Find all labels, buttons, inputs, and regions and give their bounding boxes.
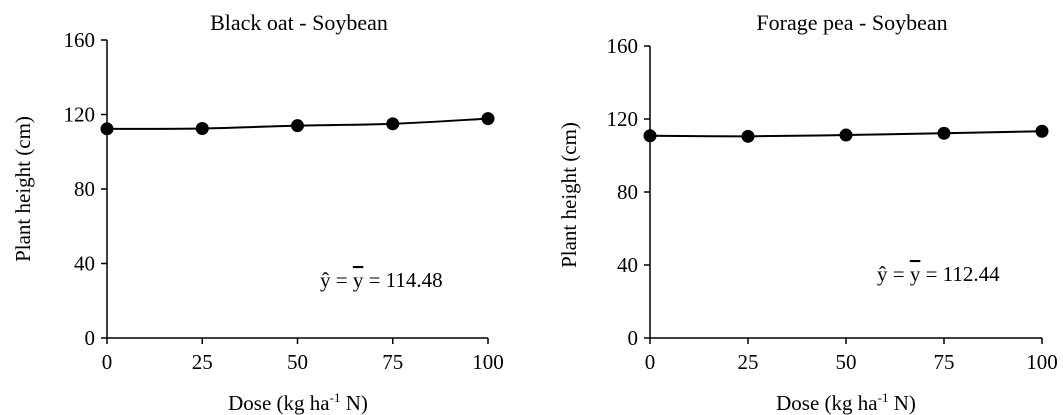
y-ticks: 0 40 80 120 160: [607, 34, 650, 350]
x-tick-label: 100: [1026, 350, 1058, 374]
chart-title: Black oat - Soybean: [210, 10, 388, 35]
data-point: [195, 121, 209, 135]
equation-rhs: = 112.44: [920, 262, 1000, 286]
x-tick-label: 75: [382, 350, 403, 374]
data-point: [100, 122, 114, 136]
data-point: [643, 129, 657, 143]
equation-annotation: ŷ = y = 114.48: [320, 268, 443, 292]
y-tick-label: 160: [64, 28, 96, 52]
x-axis-label-prefix: Dose (kg ha: [776, 391, 878, 415]
y-tick-label: 160: [607, 34, 639, 58]
data-point: [1035, 124, 1049, 138]
x-axis-label: Dose (kg ha-1 N): [228, 390, 368, 415]
equation-mean-symbol: y: [353, 268, 364, 292]
x-axis-label-superscript: -1: [878, 390, 889, 405]
chart-forage-pea: Forage pea - Soybean 0 40 80 120 160 0 25 50 75…: [557, 10, 1058, 415]
equation-mean-symbol: y: [910, 262, 921, 286]
data-point: [291, 119, 304, 133]
y-tick-label: 120: [64, 103, 96, 127]
x-tick-label: 50: [287, 350, 308, 374]
x-ticks: 0 25 50 75 100: [102, 338, 504, 374]
chart-title: Forage pea - Soybean: [756, 10, 947, 35]
x-axis-label-suffix: N): [340, 391, 367, 415]
data-point: [839, 128, 853, 142]
y-axis-label: Plant height (cm): [11, 116, 35, 262]
x-axis-label-suffix: N): [888, 391, 915, 415]
x-tick-label: 75: [934, 350, 955, 374]
y-tick-label: 40: [74, 252, 95, 276]
equation-rhs: = 114.48: [363, 268, 442, 292]
data-point: [741, 129, 755, 143]
y-tick-label: 80: [617, 180, 638, 204]
data-point: [937, 126, 951, 140]
x-ticks: 0 25 50 75 100: [645, 338, 1058, 374]
x-tick-label: 25: [192, 350, 213, 374]
y-tick-label: 80: [74, 177, 95, 201]
x-axis-label-prefix: Dose (kg ha: [228, 391, 330, 415]
data-point: [386, 117, 400, 131]
x-axis-label: Dose (kg ha-1 N): [776, 390, 916, 415]
chart-black-oat: Black oat - Soybean 0 40 80 120 160 0 25 50 75 1…: [11, 10, 504, 415]
data-point: [481, 112, 495, 126]
x-axis-label-superscript: -1: [330, 390, 341, 405]
x-tick-label: 50: [836, 350, 857, 374]
y-tick-label: 120: [607, 107, 639, 131]
data-series: [100, 112, 495, 136]
y-tick-label: 40: [617, 253, 638, 277]
equation-lhs: ŷ: [877, 262, 888, 286]
x-tick-label: 100: [472, 350, 504, 374]
x-tick-label: 25: [738, 350, 759, 374]
x-tick-label: 0: [102, 350, 113, 374]
data-series: [643, 124, 1049, 143]
y-ticks: 0 40 80 120 160: [64, 28, 107, 350]
y-tick-label: 0: [628, 326, 639, 350]
x-tick-label: 0: [645, 350, 656, 374]
equation-lhs: ŷ: [320, 268, 331, 292]
equation-annotation: ŷ = y = 112.44: [877, 262, 1000, 286]
y-tick-label: 0: [85, 326, 96, 350]
y-axis-label: Plant height (cm): [557, 122, 581, 268]
